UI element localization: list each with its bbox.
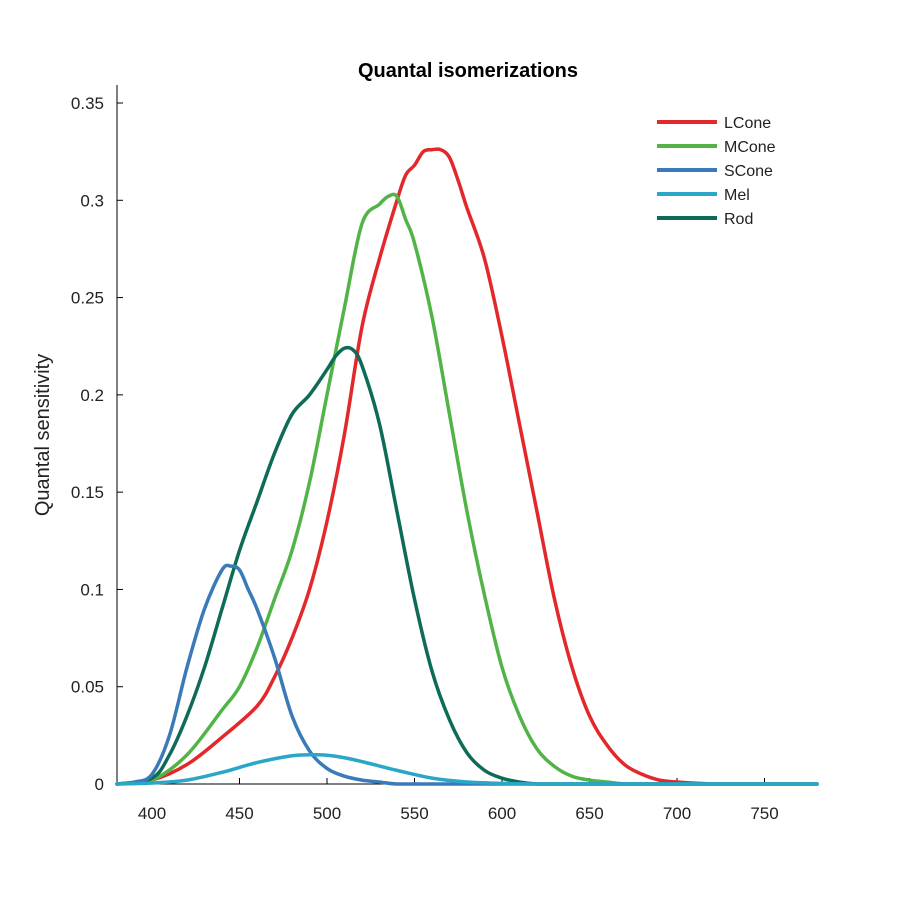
y-tick-label: 0.35 (71, 94, 104, 113)
x-axis-ticks: 400 450 500 550 600 650 700 750 (138, 778, 779, 823)
y-tick-label: 0.25 (71, 289, 104, 308)
legend: LCone MCone SCone Mel Rod (657, 115, 776, 228)
y-axis-ticks: 0 0.05 0.1 0.15 0.2 0.25 0.3 0.35 (71, 94, 123, 794)
series-line-lcone (115, 147, 819, 786)
x-tick-label: 750 (750, 804, 778, 823)
legend-label-mcone: MCone (724, 139, 776, 156)
legend-label-lcone: LCone (724, 115, 771, 132)
x-tick-label: 650 (575, 804, 603, 823)
y-axis-label: Quantal sensitivity (32, 354, 54, 516)
series-lines (115, 147, 819, 786)
y-tick-label: 0.1 (80, 580, 104, 599)
legend-label-mel: Mel (724, 187, 750, 204)
x-tick-label: 500 (313, 804, 341, 823)
legend-label-scone: SCone (724, 163, 773, 180)
x-tick-label: 400 (138, 804, 166, 823)
x-tick-label: 450 (225, 804, 253, 823)
y-tick-label: 0.2 (80, 386, 104, 405)
y-tick-label: 0.15 (71, 483, 104, 502)
series-line-mcone (115, 192, 819, 786)
axes (116, 85, 817, 785)
y-tick-label: 0 (95, 775, 104, 794)
x-tick-label: 550 (400, 804, 428, 823)
legend-label-rod: Rod (724, 211, 753, 228)
x-tick-label: 700 (663, 804, 691, 823)
x-tick-label: 600 (488, 804, 516, 823)
series-line-mel (115, 753, 819, 786)
chart-title: Quantal isomerizations (358, 60, 578, 82)
y-tick-label: 0.05 (71, 678, 104, 697)
series-line-rod (115, 345, 819, 786)
y-tick-label: 0.3 (80, 191, 104, 210)
